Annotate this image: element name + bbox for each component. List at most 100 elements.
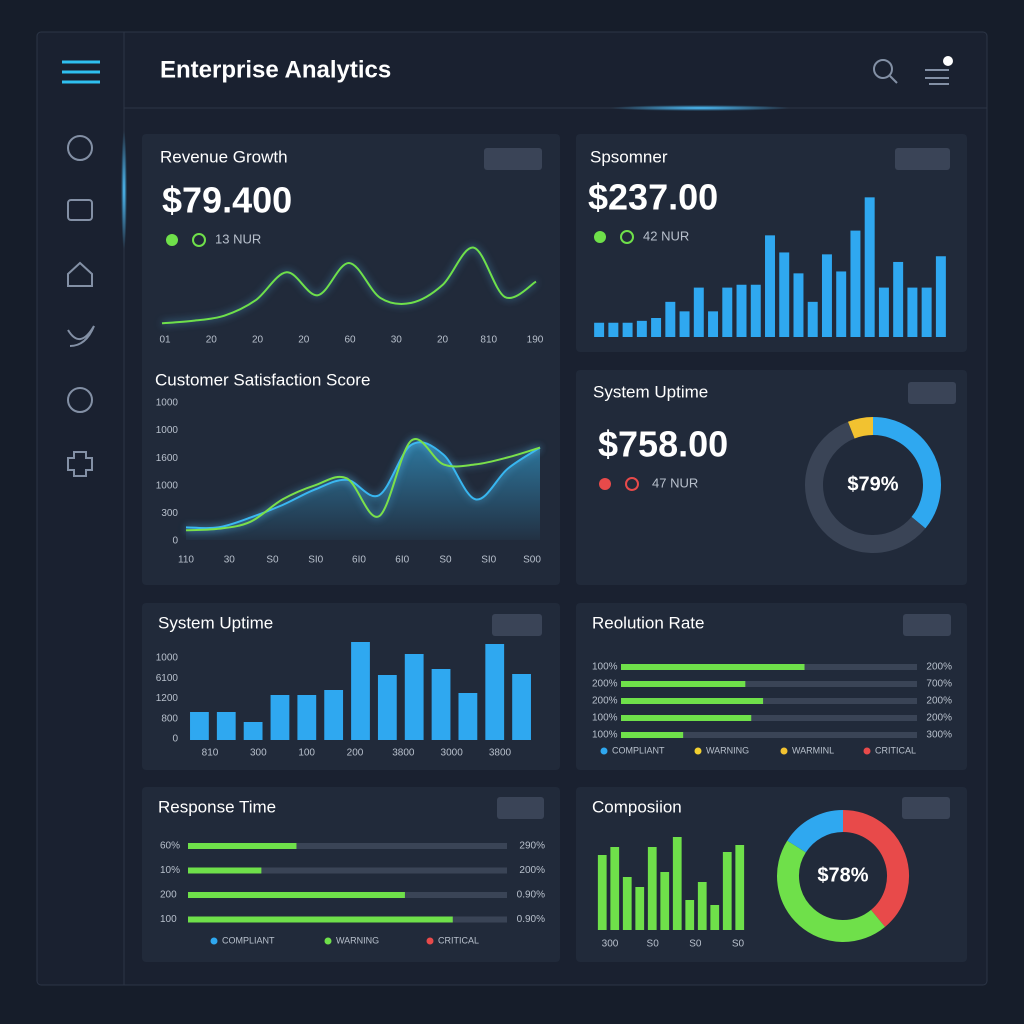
bar-track — [188, 843, 507, 849]
bar — [297, 695, 317, 740]
bar — [672, 837, 682, 930]
bar — [188, 843, 297, 849]
bar — [821, 254, 832, 337]
bar — [893, 261, 904, 337]
legend-swatch — [210, 937, 218, 945]
kpi-note: 13 NUR — [215, 231, 261, 246]
row-label: 10% — [160, 865, 180, 876]
menu-button[interactable] — [62, 60, 100, 84]
nav-social[interactable] — [67, 325, 95, 347]
x-tick-label: 300 — [250, 748, 267, 759]
kpi-note: 47 NUR — [652, 475, 698, 490]
status-icon — [620, 230, 634, 244]
x-tick-label: 20 — [206, 335, 218, 346]
donut-segment — [805, 421, 926, 553]
bar — [935, 256, 946, 337]
legend-swatch — [694, 747, 702, 755]
row-label: 100 — [160, 914, 177, 925]
bar — [665, 301, 676, 337]
nav-home[interactable] — [67, 261, 93, 287]
sidebar-glow — [121, 130, 127, 250]
bar — [377, 675, 397, 740]
bar-track — [621, 732, 917, 738]
donut-segment — [842, 810, 909, 927]
bar — [597, 855, 607, 930]
notification-dot — [943, 56, 953, 66]
legend-label: CRITICAL — [438, 935, 479, 945]
card-title: Composiion — [592, 797, 682, 816]
nav-calendar[interactable] — [67, 199, 93, 221]
bar — [485, 644, 505, 740]
header-glow — [610, 105, 790, 111]
legend-label: WARMINL — [792, 745, 834, 755]
legend-swatch — [600, 747, 608, 755]
card-title: Spsomner — [590, 147, 668, 166]
bar — [190, 712, 209, 740]
bar — [621, 732, 684, 738]
cards — [142, 134, 967, 962]
status-icon — [192, 233, 206, 247]
bar — [722, 287, 733, 337]
bar — [765, 235, 775, 337]
row-label: 60% — [160, 841, 180, 852]
x-tick-label: 810 — [480, 335, 497, 346]
nav-timer[interactable] — [67, 387, 93, 413]
bar — [779, 252, 790, 337]
bar — [793, 273, 804, 337]
kpi-value: $79.400 — [162, 180, 292, 221]
x-tick-label: 200 — [347, 748, 364, 759]
bar — [351, 642, 370, 740]
row-value-label: 0.90% — [517, 890, 545, 901]
bar — [621, 681, 746, 687]
bar — [431, 669, 451, 740]
bar — [710, 905, 720, 930]
toggle[interactable] — [497, 797, 544, 819]
donut-segment — [872, 417, 941, 529]
x-tick-label: S0 — [689, 939, 702, 950]
donut-label: $78% — [817, 864, 868, 886]
kpi-value: $237.00 — [588, 177, 718, 218]
bar — [735, 845, 745, 930]
x-tick-label: 6I0 — [395, 555, 409, 566]
notifications-button[interactable] — [925, 69, 949, 85]
toggles — [484, 148, 956, 819]
x-tick-label: 20 — [252, 335, 264, 346]
row-value-label: 700% — [926, 679, 952, 690]
x-tick-label: 100 — [298, 748, 315, 759]
status-dot — [594, 231, 606, 243]
toggle[interactable] — [902, 797, 950, 819]
donut-label: $79% — [847, 473, 898, 495]
status-dot — [166, 234, 178, 246]
bar — [243, 722, 263, 740]
row-label: 200% — [592, 696, 618, 707]
search-button[interactable] — [873, 59, 893, 79]
legend-label: COMPLIANT — [612, 745, 665, 755]
legend-swatch — [324, 937, 332, 945]
bar-track — [621, 698, 917, 704]
bar — [404, 654, 424, 740]
donut-segment — [847, 417, 874, 439]
page-title: Enterprise Analytics — [160, 56, 391, 83]
toggle[interactable] — [908, 382, 956, 404]
legend-swatch — [780, 747, 788, 755]
bar — [636, 320, 647, 337]
x-tick-label: S0 — [647, 939, 660, 950]
x-tick-label: 190 — [527, 335, 544, 346]
bar — [708, 311, 719, 337]
bar — [736, 284, 747, 337]
bar — [594, 322, 605, 337]
toggle[interactable] — [903, 614, 951, 636]
nav-add[interactable] — [67, 451, 93, 477]
toggle[interactable] — [492, 614, 542, 636]
x-tick-label: SI0 — [481, 555, 496, 566]
x-tick-label: 30 — [391, 335, 403, 346]
nav-dashboard[interactable] — [67, 135, 93, 161]
bar — [635, 887, 645, 930]
bar — [324, 690, 344, 740]
toggle[interactable] — [484, 148, 542, 170]
legend-label: WARNING — [336, 935, 379, 945]
toggle[interactable] — [895, 148, 950, 170]
x-tick-label: 30 — [224, 555, 236, 566]
bar — [750, 284, 761, 337]
y-tick-label: 6100 — [156, 673, 179, 684]
